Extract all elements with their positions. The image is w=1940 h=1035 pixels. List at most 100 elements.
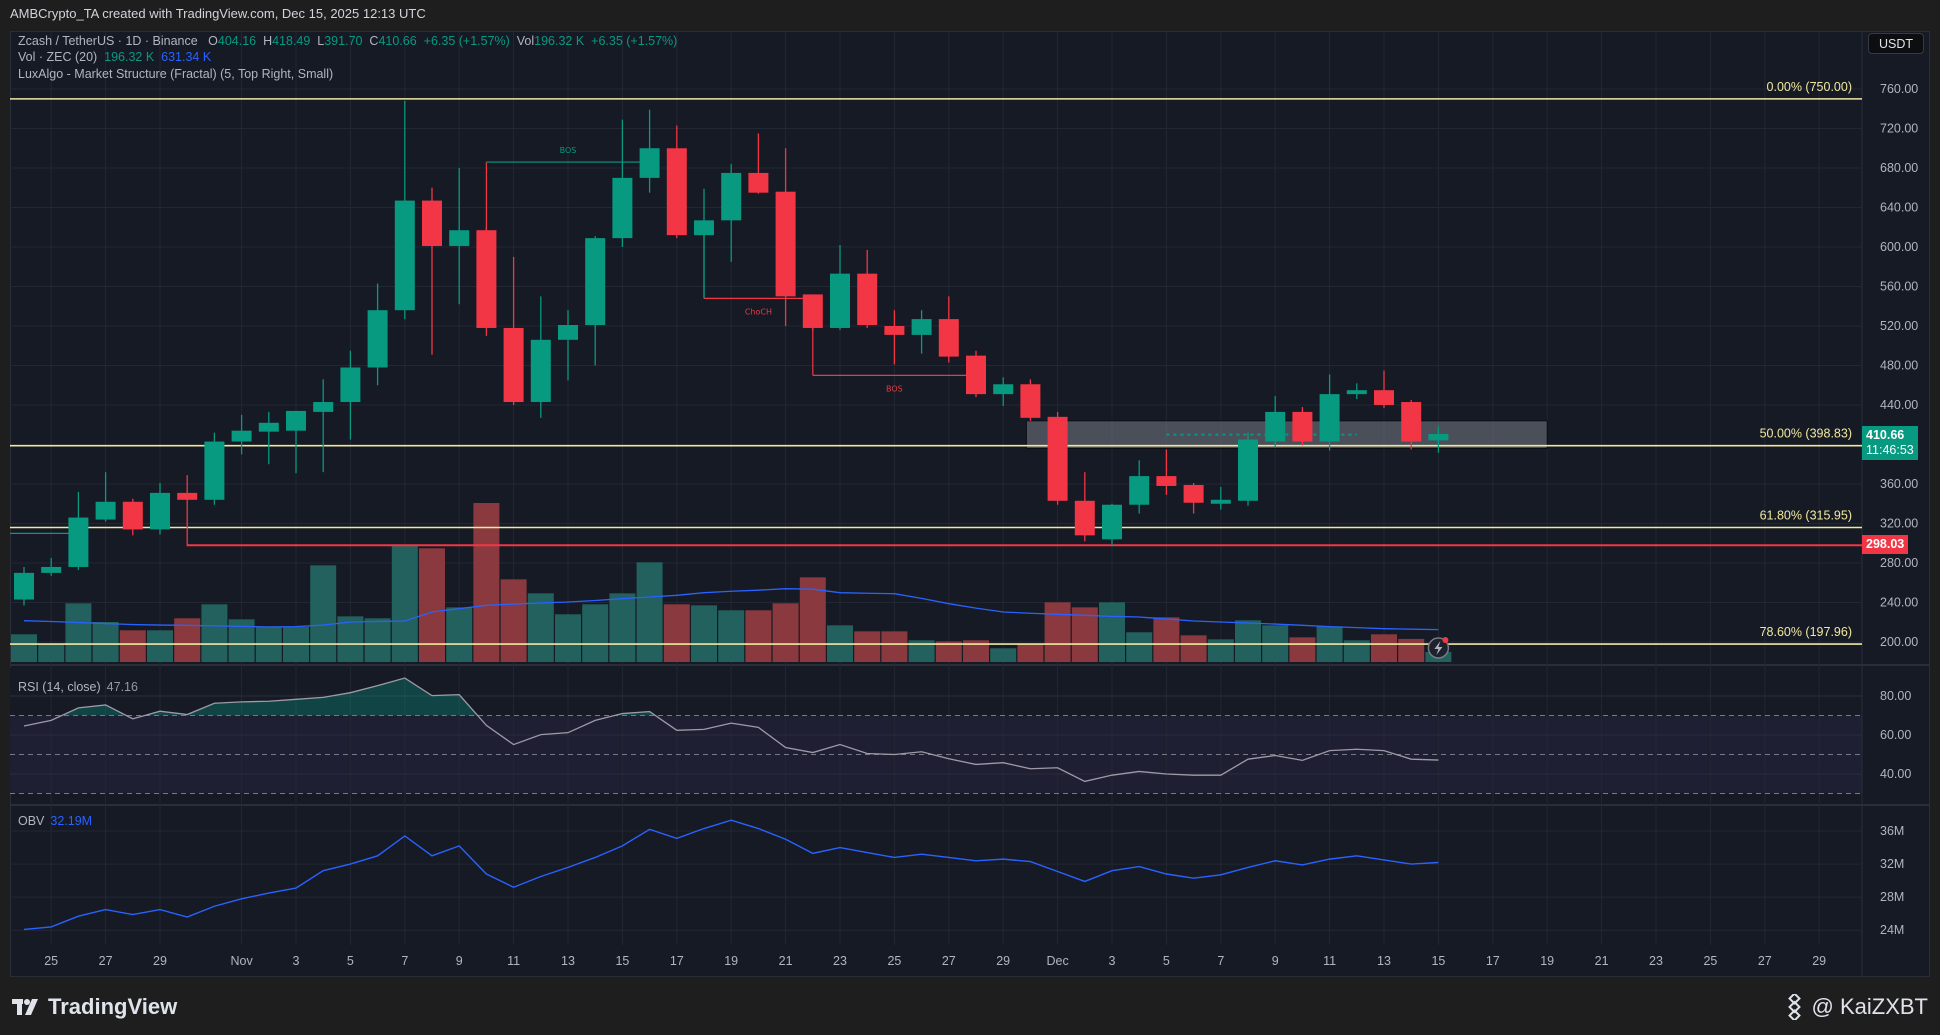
date-tick-label: 23 bbox=[833, 954, 847, 968]
open-label: O bbox=[208, 34, 218, 48]
candle-body bbox=[503, 327, 524, 403]
volume-bar bbox=[908, 640, 935, 662]
date-tick-label: 29 bbox=[1812, 954, 1826, 968]
vol-change-value: +6.35 (+1.57%) bbox=[591, 34, 678, 48]
volume-bar bbox=[201, 604, 228, 662]
change-value: +6.35 (+1.57%) bbox=[423, 34, 510, 48]
date-tick-label: 13 bbox=[561, 954, 575, 968]
close-label: C bbox=[369, 34, 379, 48]
fib-level-label: 0.00% (750.00) bbox=[1767, 80, 1852, 94]
volume-bar bbox=[772, 603, 799, 662]
volume-bar bbox=[38, 643, 65, 662]
volume-bar bbox=[963, 640, 989, 662]
currency-button[interactable]: USDT bbox=[1868, 33, 1924, 54]
obv-tick-label: 36M bbox=[1880, 824, 1904, 838]
volume-bar bbox=[147, 630, 173, 662]
structure-label: BOS bbox=[886, 384, 903, 393]
obv-value: 32.19M bbox=[50, 814, 93, 828]
candle-body bbox=[748, 172, 769, 193]
volume-bar bbox=[419, 548, 445, 662]
candle-body bbox=[612, 177, 633, 239]
date-tick-label: 25 bbox=[44, 954, 58, 968]
date-tick-label: 29 bbox=[153, 954, 167, 968]
author-watermark: @ KaiZXBT bbox=[1784, 994, 1928, 1020]
candle-body bbox=[1401, 402, 1422, 442]
candle-body bbox=[1346, 390, 1367, 395]
tradingview-logo-text: TradingView bbox=[48, 994, 178, 1019]
candle-body bbox=[993, 384, 1014, 395]
candle-body bbox=[204, 441, 225, 500]
volume-bar bbox=[935, 641, 962, 662]
candle-body bbox=[938, 319, 959, 357]
candle-body bbox=[694, 220, 714, 236]
obv-legend[interactable]: OBV 32.19M bbox=[18, 814, 92, 828]
date-tick-label: 21 bbox=[779, 954, 793, 968]
candle-body bbox=[857, 273, 878, 326]
price-tick-label: 280.00 bbox=[1880, 556, 1918, 570]
candle-body bbox=[1183, 484, 1204, 503]
volume-bar bbox=[391, 545, 418, 662]
candle-body bbox=[286, 410, 306, 431]
structure-indicator-title[interactable]: LuxAlgo - Market Structure (Fractal) (5,… bbox=[18, 67, 334, 81]
candle-body bbox=[14, 572, 34, 600]
obv-line bbox=[23, 819, 1439, 931]
volume-bar bbox=[92, 622, 119, 662]
candle-body bbox=[884, 326, 905, 335]
candle-body bbox=[1047, 416, 1068, 501]
vol-label: Vol bbox=[516, 34, 535, 48]
volume-bar bbox=[881, 631, 908, 662]
rsi-value: 47.16 bbox=[106, 680, 138, 694]
rsi-title[interactable]: RSI (14, close) bbox=[18, 680, 101, 694]
date-tick-label: 21 bbox=[1595, 954, 1609, 968]
author-handle: @ KaiZXBT bbox=[1811, 994, 1928, 1019]
lightning-alert-icon[interactable] bbox=[1427, 637, 1450, 659]
volume-bar bbox=[1044, 602, 1071, 662]
obv-tick-label: 24M bbox=[1880, 923, 1904, 937]
tradingview-logo-icon bbox=[12, 999, 38, 1015]
chart-frame[interactable] bbox=[10, 31, 1930, 977]
date-tick-label: 7 bbox=[401, 954, 408, 968]
symbol-title[interactable]: Zcash / TetherUS · 1D · Binance bbox=[18, 34, 198, 48]
obv-title[interactable]: OBV bbox=[18, 814, 45, 828]
candle-body bbox=[802, 294, 823, 328]
open-value: 404.16 bbox=[217, 34, 257, 48]
volume-bar bbox=[1099, 602, 1125, 662]
candle-body bbox=[1292, 411, 1313, 442]
candle-body bbox=[1020, 384, 1041, 418]
last-price: 410.66 bbox=[1866, 428, 1905, 442]
candle-body bbox=[1129, 476, 1150, 505]
volume-legend[interactable]: Vol · ZEC (20) 196.32 K 631.34 K bbox=[18, 50, 211, 64]
volume-bar bbox=[337, 616, 364, 662]
candle-body bbox=[177, 492, 198, 500]
volume-bar bbox=[854, 631, 881, 662]
price-tick-label: 240.00 bbox=[1880, 596, 1918, 610]
date-tick-label: 27 bbox=[942, 954, 956, 968]
candle-body bbox=[1374, 390, 1394, 405]
date-tick-label: 3 bbox=[1109, 954, 1116, 968]
date-tick-label: 23 bbox=[1649, 954, 1663, 968]
candle-body bbox=[585, 238, 606, 326]
tradingview-logo[interactable]: TradingView bbox=[12, 994, 177, 1020]
high-label: H bbox=[263, 34, 273, 48]
structure-legend[interactable]: LuxAlgo - Market Structure (Fractal) (5,… bbox=[18, 67, 333, 81]
rsi-tick-label: 60.00 bbox=[1880, 728, 1911, 742]
volume-bar bbox=[582, 604, 609, 662]
candle-body bbox=[1238, 439, 1258, 501]
price-tick-label: 520.00 bbox=[1880, 319, 1918, 333]
volume-bar bbox=[1126, 632, 1153, 662]
symbol-legend[interactable]: Zcash / TetherUS · 1D · Binance O404.16 … bbox=[18, 34, 677, 48]
candle-body bbox=[911, 319, 932, 335]
volume-bar bbox=[799, 577, 826, 662]
candle-body bbox=[422, 200, 442, 247]
date-tick-label: 25 bbox=[887, 954, 901, 968]
high-value: 418.49 bbox=[272, 34, 311, 48]
date-tick-label: 17 bbox=[1486, 954, 1500, 968]
candle-body bbox=[340, 367, 361, 403]
candle-body bbox=[966, 355, 986, 395]
rsi-legend[interactable]: RSI (14, close) 47.16 bbox=[18, 680, 138, 694]
date-tick-label: Dec bbox=[1046, 954, 1068, 968]
candle-body bbox=[1319, 394, 1340, 442]
volume-indicator-title[interactable]: Vol · ZEC (20) bbox=[18, 50, 98, 64]
close-value: 410.66 bbox=[378, 34, 417, 48]
